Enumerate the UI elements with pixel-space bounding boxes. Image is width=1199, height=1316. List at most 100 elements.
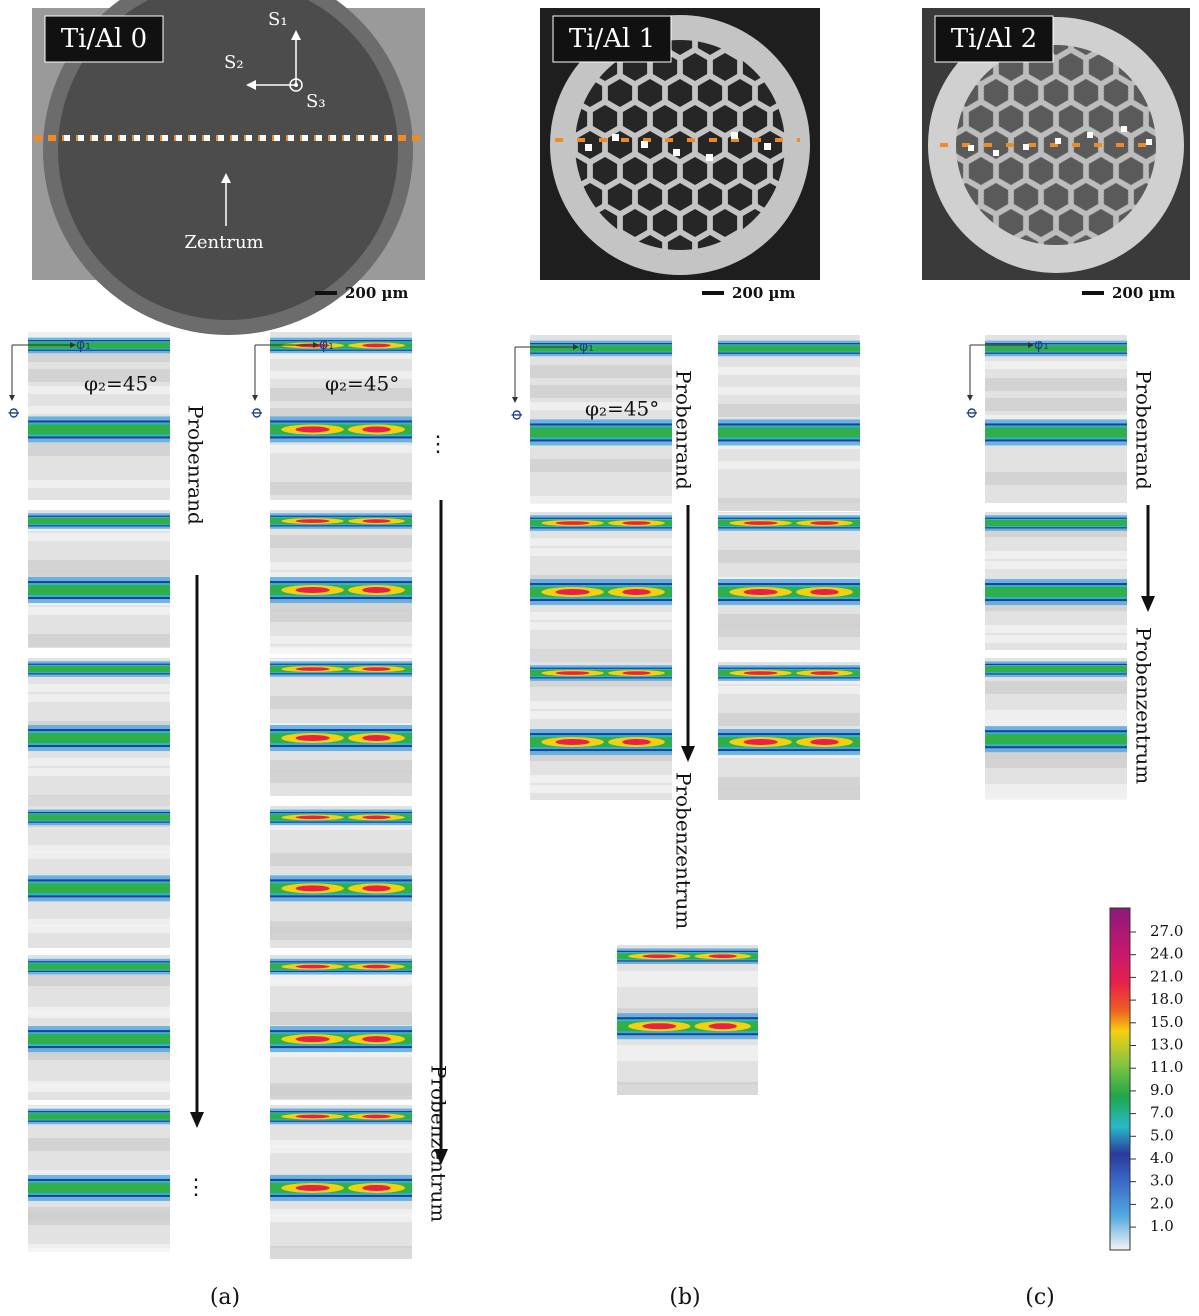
odf-band — [28, 883, 170, 894]
colorbar-label: 4.0 — [1150, 1149, 1174, 1167]
filament — [518, 131, 542, 159]
odf-section — [985, 658, 1127, 800]
odf-noise — [718, 624, 860, 637]
odf-section — [530, 512, 672, 662]
filament — [984, 287, 1008, 315]
axis-head — [573, 344, 579, 350]
filament — [578, 0, 602, 3]
filament — [503, 209, 527, 237]
filament — [983, 182, 1009, 212]
odf-noise — [270, 1140, 412, 1148]
measure-point — [612, 134, 619, 141]
filament — [1058, 52, 1084, 82]
odf-band — [530, 427, 672, 438]
odf-noise — [718, 787, 860, 800]
filament — [833, 157, 857, 185]
measure-point — [968, 145, 974, 151]
odf-noise — [28, 694, 170, 702]
odf-section — [985, 512, 1127, 650]
odf-peak — [622, 521, 651, 525]
odf-noise — [530, 701, 672, 709]
odf-noise — [530, 385, 672, 398]
filament — [1194, 27, 1199, 55]
micrograph-title: Ti/Al 1 — [569, 24, 655, 54]
filament — [848, 235, 872, 263]
filament — [818, 79, 842, 107]
odf-noise — [985, 635, 1127, 643]
colorbar-label: 9.0 — [1150, 1081, 1174, 1099]
measure-point — [1055, 138, 1061, 144]
filament — [667, 235, 693, 250]
filament — [607, 183, 633, 211]
filament — [503, 105, 527, 133]
filament — [1194, 183, 1199, 211]
odf-noise — [270, 1086, 412, 1099]
panel-caption: (a) — [210, 1285, 240, 1310]
filament — [863, 261, 887, 289]
arrow-head — [190, 1112, 204, 1128]
odf-peak — [295, 815, 330, 820]
filament — [488, 183, 512, 211]
odf-peak — [295, 964, 330, 969]
filament — [622, 105, 648, 133]
filament — [924, 287, 948, 315]
odf-noise — [28, 1084, 170, 1092]
odf-noise — [985, 378, 1127, 391]
odf-noise — [28, 851, 170, 859]
filament — [864, 183, 888, 211]
filament — [1088, 52, 1114, 82]
phi1-label: φ₁ — [319, 337, 334, 353]
filament — [1014, 0, 1038, 3]
filament — [1028, 104, 1054, 134]
odf-peak — [362, 1114, 391, 1119]
phi2-label: φ₂=45° — [84, 372, 158, 396]
filament — [998, 104, 1024, 134]
odf-noise — [28, 684, 170, 692]
filament — [622, 157, 648, 185]
filament — [1043, 78, 1069, 108]
filament — [1194, 287, 1199, 315]
filament — [592, 105, 618, 133]
odf-noise — [28, 386, 170, 394]
filament — [1164, 0, 1188, 3]
scale-label: 200 µm — [345, 284, 409, 302]
filament — [863, 53, 887, 81]
odf-noise — [28, 919, 170, 927]
odf-noise — [270, 445, 412, 453]
odf-section — [530, 335, 672, 504]
odf-noise — [28, 1244, 170, 1252]
odf-noise — [985, 561, 1127, 569]
filament — [864, 0, 888, 3]
odf-noise — [985, 784, 1127, 792]
odf-section — [617, 945, 758, 1095]
filament — [879, 157, 903, 185]
filament — [818, 27, 842, 55]
filament — [1028, 156, 1054, 186]
filament — [578, 287, 602, 315]
odf-noise — [270, 1214, 412, 1222]
odf-noise — [530, 649, 672, 662]
measure-point — [641, 141, 648, 148]
direction-label: Probenzentrum — [427, 1065, 451, 1222]
axis-head — [246, 80, 256, 90]
odf-peak — [810, 521, 839, 525]
odf-noise — [270, 853, 412, 866]
filament — [818, 0, 842, 3]
odf-noise — [270, 482, 412, 495]
filament — [894, 131, 918, 159]
filament — [742, 105, 768, 133]
odf-noise — [718, 387, 860, 395]
odf-band — [718, 345, 860, 352]
s-label: S₂ — [224, 52, 244, 73]
odf-peak — [810, 671, 839, 675]
odf-peak — [622, 589, 651, 596]
colorbar-label: 24.0 — [1150, 945, 1183, 963]
filament — [864, 79, 888, 107]
panel-caption: (c) — [1025, 1285, 1055, 1310]
odf-noise — [28, 634, 170, 647]
filament — [608, 287, 632, 315]
panel-caption: (b) — [669, 1285, 700, 1310]
measure-point — [706, 154, 713, 161]
colorbar-label: 27.0 — [1150, 922, 1183, 940]
